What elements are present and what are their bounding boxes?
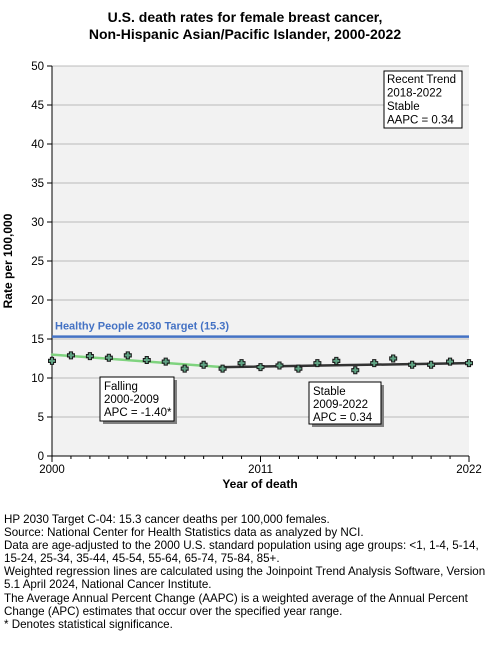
annotation-line: 2000-2009: [104, 394, 159, 406]
data-point: [295, 365, 302, 372]
y-axis-label: Rate per 100,000: [1, 213, 15, 308]
annotation-line: Falling: [104, 381, 138, 393]
y-tick-label: 15: [31, 334, 44, 346]
y-axis: 0 5 10 15 20 25 30 35 40 45 50: [31, 61, 53, 463]
y-tick-label: 20: [31, 295, 44, 307]
chart-subtitle: Non-Hispanic Asian/Pacific Islander, 200…: [89, 26, 402, 42]
y-tick-label: 25: [31, 256, 44, 268]
data-point: [143, 357, 150, 364]
svg-text:Recent Trend 2018-2022: Recent Trend 2018-2022 Stable AAPC = 0.3…: [387, 74, 459, 127]
chart-title: U.S. death rates for female breast cance…: [108, 9, 383, 25]
annotation-line: 2009-2022: [313, 399, 368, 411]
data-point: [352, 367, 359, 374]
data-point: [200, 361, 207, 368]
data-point: [105, 354, 112, 361]
data-point: [257, 364, 264, 371]
annotation-line: APC = 0.34: [313, 412, 373, 424]
annotation-falling: Falling 2000-2009 APC = -1.40*: [99, 376, 177, 424]
annotation-line: Stable: [313, 386, 346, 398]
data-point: [49, 357, 55, 364]
data-point: [466, 360, 472, 367]
x-tick-label: 2022: [456, 464, 482, 476]
annotation-stable: Stable 2009-2022 APC = 0.34: [308, 381, 384, 427]
data-point: [409, 361, 416, 368]
y-tick-label: 10: [31, 373, 44, 385]
x-axis-label: Year of death: [222, 477, 297, 491]
y-tick-label: 50: [31, 61, 44, 73]
x-tick-label: 2000: [39, 464, 65, 476]
svg-text:Falling 2000-2009: Falling 2000-2009 APC = -1.40*: [104, 381, 172, 419]
footnote: Source: National Center for Health Stati…: [4, 526, 364, 540]
data-point: [219, 365, 226, 372]
target-line-label: Healthy People 2030 Target (15.3): [55, 321, 229, 333]
x-axis: 2000 2011 2022: [39, 455, 482, 476]
target-line-group: Healthy People 2030 Target (15.3): [52, 321, 469, 338]
svg-text:Stable 2009-2022 A: Stable 2009-2022 APC = 0.34: [313, 386, 373, 424]
data-point: [314, 360, 321, 367]
data-point: [333, 357, 340, 364]
footnote: The Average Annual Percent Change (AAPC)…: [4, 591, 468, 618]
footnote: Data are age-adjusted to the 2000 U.S. s…: [4, 539, 479, 566]
data-point: [67, 352, 74, 359]
annotation-recent-trend: Recent Trend 2018-2022 Stable AAPC = 0.3…: [383, 70, 463, 129]
gridlines: [52, 65, 469, 418]
annotation-line: 2018-2022: [387, 88, 442, 100]
data-point: [86, 353, 93, 360]
y-tick-label: 0: [38, 451, 44, 463]
chart: U.S. death rates for female breast cance…: [1, 9, 482, 491]
annotation-line: AAPC = 0.34: [387, 115, 454, 127]
y-tick-label: 30: [31, 217, 44, 229]
y-tick-label: 35: [31, 178, 44, 190]
footnote: Weighted regression lines are calculated…: [4, 565, 486, 592]
data-point: [371, 360, 378, 367]
trend-line: [50, 353, 224, 369]
observed-points: [48, 351, 473, 375]
footnote: HP 2030 Target C-04: 15.3 cancer deaths …: [4, 513, 330, 526]
y-tick-label: 5: [38, 412, 44, 424]
annotation-line: Stable: [387, 101, 420, 113]
annotation-line: Recent Trend: [387, 74, 456, 86]
annotation-line: APC = -1.40*: [104, 407, 172, 419]
y-tick-label: 45: [31, 100, 44, 112]
data-point: [428, 361, 435, 368]
y-tick-label: 40: [31, 139, 44, 151]
footnote: * Denotes statistical significance.: [4, 617, 173, 631]
data-point: [276, 362, 283, 369]
data-point: [390, 355, 397, 362]
x-tick-label: 2011: [248, 464, 273, 476]
data-point: [124, 352, 131, 359]
data-point: [162, 358, 169, 365]
footnotes: HP 2030 Target C-04: 15.3 cancer deaths …: [4, 513, 488, 631]
data-point: [238, 360, 245, 367]
data-point: [447, 358, 454, 365]
data-point: [181, 365, 188, 372]
